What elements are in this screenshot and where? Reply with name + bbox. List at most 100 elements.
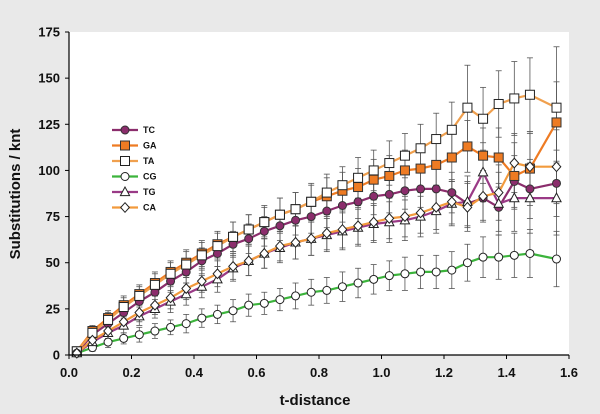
point-ta — [274, 209, 285, 220]
legend-marker-ta — [120, 156, 130, 166]
point-ga — [415, 163, 426, 174]
point-ta — [165, 268, 176, 279]
point-ga — [446, 152, 457, 163]
point-cg — [259, 298, 269, 308]
x-tick-label: 1.0 — [372, 365, 390, 380]
y-tick-label: 25 — [46, 301, 60, 316]
legend-marker-ga — [120, 140, 130, 151]
plot-area — [69, 32, 569, 355]
point-tg — [508, 192, 520, 203]
point-ta — [181, 259, 192, 270]
point-cg — [337, 282, 347, 292]
point-ta — [290, 204, 301, 215]
point-ca — [353, 220, 364, 232]
legend-label-ta: TA — [143, 156, 155, 166]
y-axis-title: Substitutions / knt — [7, 129, 24, 260]
point-tc — [275, 221, 285, 231]
point-tg — [477, 166, 489, 177]
point-cg — [447, 265, 457, 275]
y-tick-label: 0 — [53, 348, 60, 363]
point-tc — [400, 186, 410, 196]
y-tick-label: 75 — [46, 209, 60, 224]
point-tc — [291, 215, 301, 225]
point-ta — [306, 196, 317, 207]
point-ga — [493, 152, 504, 163]
point-ta — [478, 113, 489, 124]
y-tick-label: 175 — [38, 25, 60, 40]
point-ta — [118, 302, 129, 313]
point-cg — [552, 254, 561, 264]
legend-label-ca: CA — [143, 203, 156, 213]
point-ca — [384, 212, 395, 224]
point-cg — [400, 269, 410, 279]
point-ca — [368, 216, 379, 228]
point-ta — [446, 124, 457, 135]
point-cg — [462, 258, 472, 268]
point-ca — [493, 187, 504, 199]
point-ca — [243, 255, 254, 267]
point-ga — [399, 165, 410, 176]
x-tick-label: 1.4 — [497, 365, 516, 380]
legend-marker-tc — [120, 125, 130, 135]
point-cg — [291, 291, 301, 301]
legend-marker-ca — [120, 201, 130, 214]
point-ga — [478, 150, 489, 161]
point-ta — [368, 165, 379, 176]
point-tc — [384, 189, 394, 199]
y-tick-label: 150 — [38, 71, 60, 86]
point-tc — [244, 234, 254, 244]
point-ta — [524, 89, 535, 100]
point-ta — [493, 98, 504, 109]
x-tick-label: 1.2 — [435, 365, 453, 380]
legend-label-tc: TC — [143, 125, 155, 135]
point-ta — [228, 231, 239, 242]
point-cg — [478, 252, 488, 262]
point-ca — [212, 268, 223, 280]
legend-marker-tg — [119, 185, 131, 197]
x-tick-label: 0.0 — [60, 365, 78, 380]
x-tick-label: 0.8 — [310, 365, 328, 380]
point-ca — [196, 275, 207, 287]
point-tc — [525, 184, 535, 194]
point-cg — [244, 300, 254, 310]
point-ga — [384, 170, 395, 181]
x-tick-label: 0.2 — [122, 365, 140, 380]
point-cg — [416, 267, 426, 277]
point-ta — [149, 279, 160, 290]
point-tc — [431, 184, 441, 194]
y-tick-label: 125 — [38, 117, 60, 132]
point-cg — [275, 295, 285, 305]
legend-label-ga: GA — [143, 141, 157, 151]
point-cg — [150, 326, 160, 336]
y-tick-label: 100 — [38, 163, 60, 178]
point-cg — [197, 313, 207, 323]
point-ta — [259, 217, 270, 228]
point-cg — [509, 250, 519, 260]
point-ta — [551, 102, 562, 113]
point-ca — [134, 306, 145, 319]
point-ta — [103, 314, 114, 325]
point-cg — [228, 306, 238, 316]
point-tg — [551, 192, 562, 203]
point-ta — [509, 93, 520, 104]
x-tick-label: 1.6 — [560, 365, 578, 380]
point-ca — [431, 201, 442, 213]
point-ca — [259, 247, 270, 260]
legend-label-tg: TG — [143, 187, 156, 197]
point-cg — [306, 287, 316, 297]
point-ta — [353, 172, 364, 183]
legend-marker-cg — [120, 172, 130, 181]
point-ta — [399, 150, 410, 161]
point-tg — [524, 192, 536, 203]
x-tick-label: 0.6 — [247, 365, 265, 380]
point-ta — [321, 187, 332, 198]
x-axis-title: t-distance — [280, 392, 351, 409]
point-cg — [103, 337, 113, 347]
point-ca — [103, 325, 114, 337]
point-cg — [353, 278, 363, 288]
point-cg — [322, 285, 332, 295]
point-cg — [494, 252, 504, 262]
point-ca — [337, 223, 348, 236]
point-ga — [551, 117, 562, 128]
point-ca — [181, 283, 192, 295]
